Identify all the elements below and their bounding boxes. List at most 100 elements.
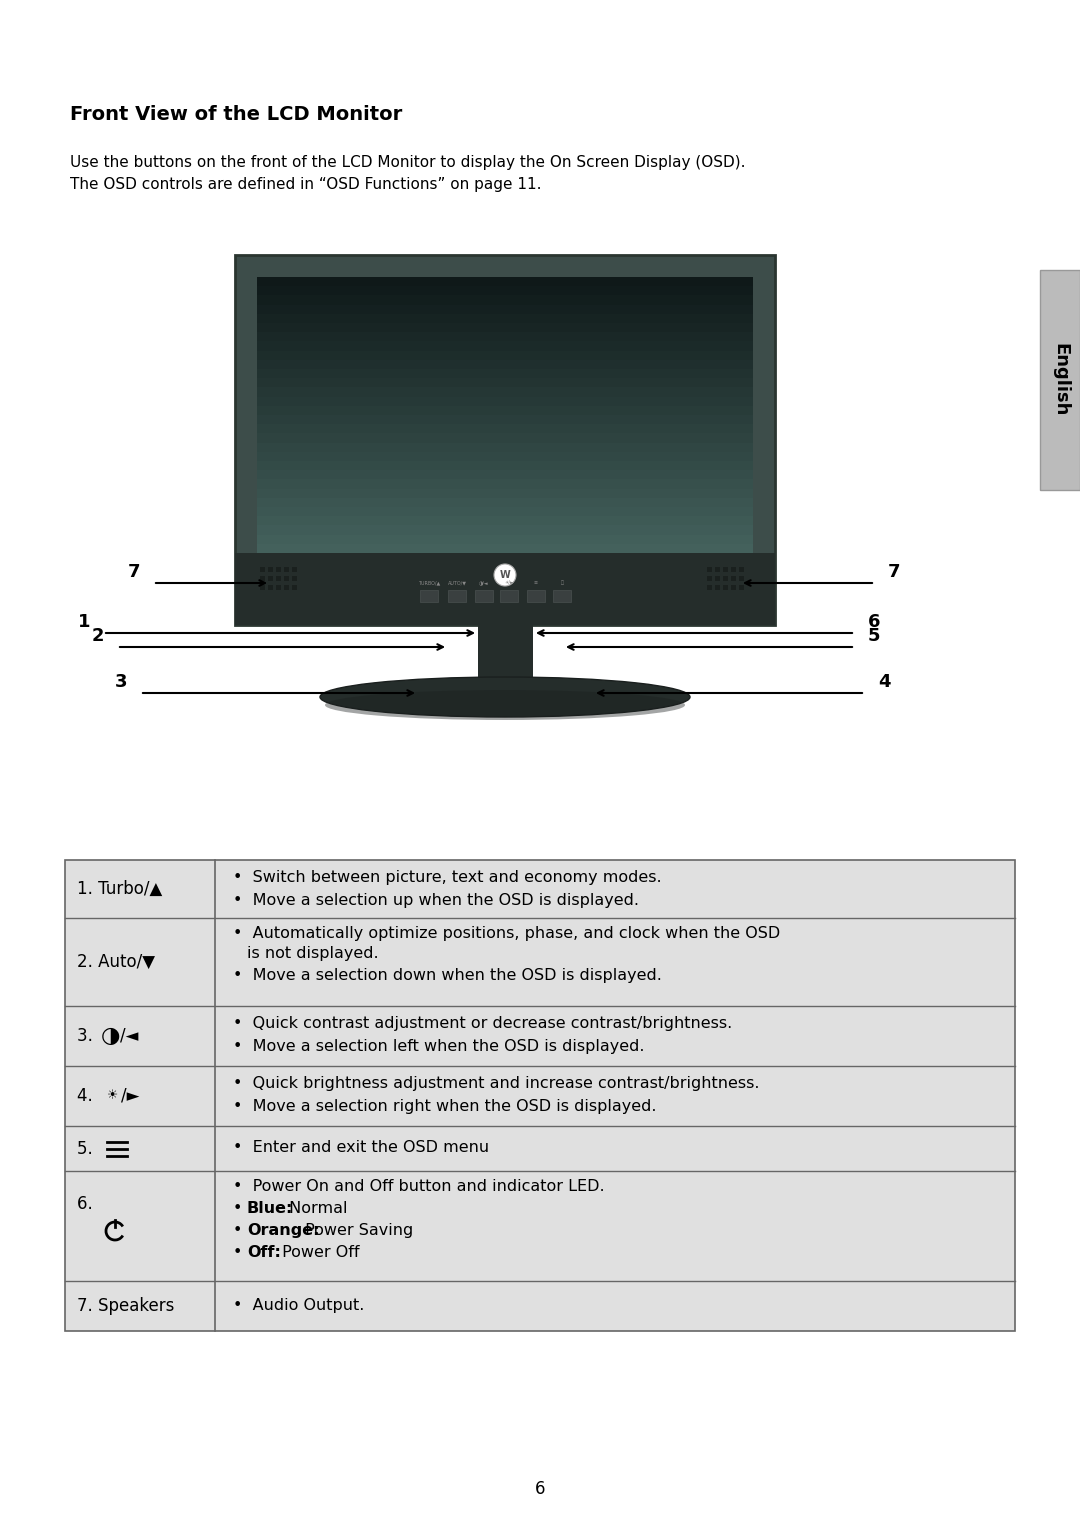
Bar: [257, 425, 753, 434]
Bar: [257, 479, 753, 490]
Text: Power Off: Power Off: [276, 1245, 360, 1260]
Bar: [257, 276, 753, 287]
Bar: [257, 415, 753, 425]
Text: Off:: Off:: [247, 1245, 281, 1260]
Bar: [723, 576, 728, 580]
Text: Normal: Normal: [284, 1202, 348, 1215]
Text: The OSD controls are defined in “OSD Functions” on page 11.: The OSD controls are defined in “OSD Fun…: [70, 177, 541, 192]
Bar: [65, 860, 1015, 1332]
Text: Blue:: Blue:: [247, 1202, 294, 1215]
Bar: [292, 585, 297, 589]
Text: 4: 4: [878, 673, 891, 692]
Text: 5.: 5.: [77, 1139, 98, 1157]
Bar: [260, 567, 265, 573]
Text: 7: 7: [127, 563, 140, 580]
Bar: [292, 567, 297, 573]
Text: •  Switch between picture, text and economy modes.: • Switch between picture, text and econo…: [233, 870, 662, 886]
Bar: [257, 286, 753, 296]
Bar: [257, 443, 753, 454]
Bar: [500, 589, 518, 602]
Text: ≡: ≡: [534, 580, 538, 585]
Bar: [276, 567, 281, 573]
Text: is not displayed.: is not displayed.: [247, 947, 379, 960]
Bar: [707, 567, 712, 573]
Bar: [284, 567, 289, 573]
Bar: [257, 544, 753, 554]
Bar: [257, 516, 753, 527]
Bar: [268, 576, 273, 580]
Bar: [260, 576, 265, 580]
Text: •  Audio Output.: • Audio Output.: [233, 1298, 364, 1313]
Bar: [235, 553, 775, 625]
Bar: [268, 567, 273, 573]
Bar: [731, 585, 735, 589]
Bar: [527, 589, 545, 602]
Text: Orange:: Orange:: [247, 1223, 320, 1238]
Text: •  Automatically optimize positions, phase, and clock when the OSD: • Automatically optimize positions, phas…: [233, 925, 780, 941]
Bar: [723, 567, 728, 573]
Bar: [739, 567, 744, 573]
Text: •  Quick contrast adjustment or decrease contrast/brightness.: • Quick contrast adjustment or decrease …: [233, 1015, 732, 1031]
Text: ◑: ◑: [102, 1026, 120, 1046]
Bar: [257, 324, 753, 333]
Bar: [715, 567, 720, 573]
Bar: [257, 360, 753, 370]
Text: ⏻: ⏻: [561, 580, 564, 585]
Text: 6: 6: [868, 612, 880, 631]
Text: 3.: 3.: [77, 1028, 98, 1044]
Text: •  Move a selection right when the OSD is displayed.: • Move a selection right when the OSD is…: [233, 1099, 657, 1115]
Bar: [257, 489, 753, 499]
Bar: [739, 576, 744, 580]
Bar: [257, 498, 753, 508]
Bar: [257, 461, 753, 472]
Text: TURBO/▲: TURBO/▲: [418, 580, 441, 585]
Bar: [257, 525, 753, 536]
Ellipse shape: [320, 676, 690, 718]
Bar: [257, 507, 753, 518]
Bar: [420, 589, 438, 602]
Bar: [257, 315, 753, 324]
Bar: [268, 585, 273, 589]
Circle shape: [494, 563, 516, 586]
Bar: [284, 585, 289, 589]
Bar: [723, 585, 728, 589]
Text: •: •: [233, 1245, 253, 1260]
Bar: [257, 434, 753, 444]
Text: AUTO/▼: AUTO/▼: [447, 580, 467, 585]
Bar: [257, 379, 753, 388]
Text: Front View of the LCD Monitor: Front View of the LCD Monitor: [70, 105, 402, 124]
Text: ☀/►: ☀/►: [504, 580, 514, 585]
Bar: [257, 295, 753, 305]
Bar: [276, 585, 281, 589]
Bar: [257, 534, 753, 545]
Bar: [1040, 270, 1080, 490]
Text: /►: /►: [121, 1087, 139, 1106]
Bar: [448, 589, 465, 602]
Bar: [257, 333, 753, 342]
Text: 7: 7: [888, 563, 901, 580]
Text: •  Enter and exit the OSD menu: • Enter and exit the OSD menu: [233, 1141, 489, 1156]
Bar: [276, 576, 281, 580]
Bar: [475, 589, 492, 602]
Bar: [257, 406, 753, 415]
Text: W: W: [500, 570, 511, 580]
Bar: [707, 585, 712, 589]
Text: •  Move a selection down when the OSD is displayed.: • Move a selection down when the OSD is …: [233, 968, 662, 983]
Bar: [257, 470, 753, 481]
Text: 1: 1: [78, 612, 90, 631]
Text: 3: 3: [114, 673, 127, 692]
Bar: [715, 576, 720, 580]
Bar: [260, 585, 265, 589]
Bar: [707, 576, 712, 580]
Bar: [731, 576, 735, 580]
Text: 7. Speakers: 7. Speakers: [77, 1296, 174, 1315]
Bar: [257, 388, 753, 397]
Text: Power Saving: Power Saving: [299, 1223, 413, 1238]
Bar: [731, 567, 735, 573]
Text: •  Move a selection up when the OSD is displayed.: • Move a selection up when the OSD is di…: [233, 893, 639, 909]
Text: /◄: /◄: [120, 1028, 138, 1044]
Text: Use the buttons on the front of the LCD Monitor to display the On Screen Display: Use the buttons on the front of the LCD …: [70, 156, 745, 169]
Bar: [257, 370, 753, 379]
Bar: [257, 351, 753, 360]
Bar: [284, 576, 289, 580]
